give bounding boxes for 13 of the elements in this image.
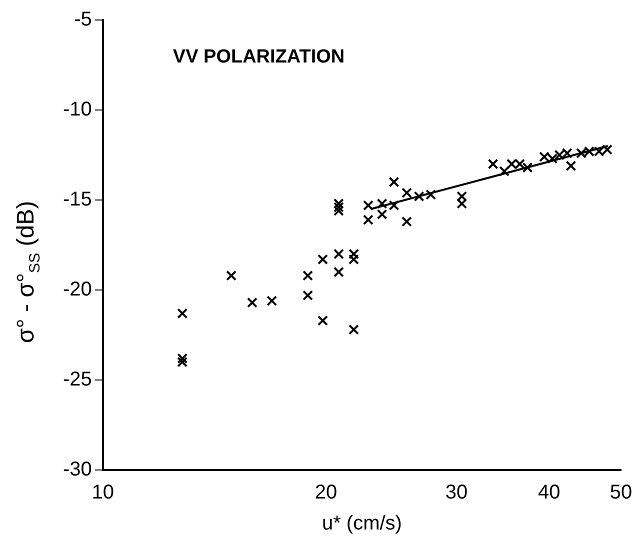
x-axis-title: u* (cm/s) [322,512,402,535]
y-tick-label: -10 [63,98,92,121]
y-tick-label: -25 [63,368,92,391]
x-tick-label: 10 [92,482,114,504]
x-tick-label: 50 [610,482,632,504]
annotation: VV POLARIZATION [172,46,345,68]
y-tick-label: -30 [63,458,92,481]
x-tick-label: 40 [538,482,560,504]
y-tick-label: -15 [63,188,92,211]
x-tick-label: 20 [314,482,338,504]
y-tick-label: -20 [63,278,92,301]
y-tick-label: -5 [74,8,92,31]
x-tick-label: 30 [445,482,468,504]
